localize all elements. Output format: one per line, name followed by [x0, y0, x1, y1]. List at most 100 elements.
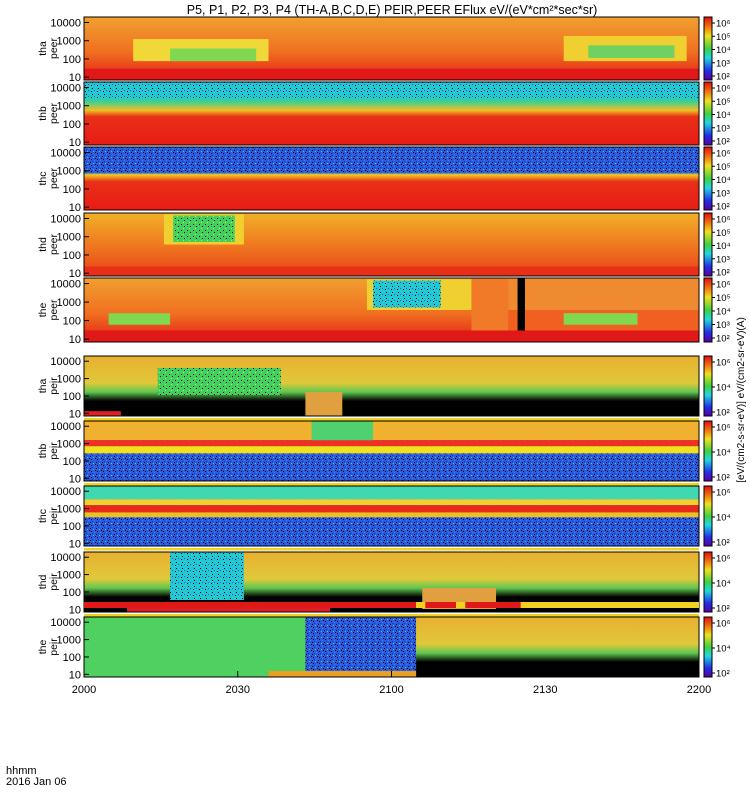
panel-label-bottom: peir: [48, 573, 60, 591]
spectrogram-region: [173, 215, 235, 242]
x-axis: 2000 2030 2100 2130 2200: [72, 671, 711, 696]
colorbar-tick-label: 10⁶: [716, 149, 731, 160]
y-tick-label: 10: [69, 538, 81, 550]
colorbar-tick-label: 10⁵: [716, 293, 731, 304]
spectrogram-region: [311, 421, 374, 441]
colorbar-tick-label: 10⁴: [716, 383, 731, 394]
colorbar: [703, 616, 713, 678]
y-tick-label: 10: [69, 604, 81, 616]
spectrogram-region: [84, 421, 699, 441]
y-tick-label: 1000: [57, 297, 81, 309]
colorbar-tick-label: 10²: [716, 473, 730, 484]
y-tick-label: 10: [69, 334, 81, 346]
spectrogram-region: [84, 446, 699, 454]
panel-label-top: thc: [37, 509, 49, 523]
panel-label-bottom: peir: [48, 507, 60, 525]
colorbar-tick-label: 10⁶: [716, 423, 731, 434]
panel-label-top: the: [37, 640, 49, 655]
colorbar-tick-label: 10⁴: [716, 175, 731, 186]
panel-label-top: thd: [37, 237, 49, 252]
y-tick-label: 100: [63, 316, 81, 328]
panel-label: thd peir: [37, 573, 60, 591]
panel-label: thb peer: [37, 102, 60, 124]
colorbar-tick-label: 10²: [716, 408, 730, 419]
panel-label-top: thd: [37, 575, 49, 590]
status-strip: [84, 418, 699, 421]
colorbar-tick-label: 10⁴: [716, 45, 731, 56]
status-strip: [84, 548, 699, 551]
panel-frame: [83, 81, 700, 146]
colorbar-tick-label: 10²: [716, 72, 730, 83]
colorbar-tick-label: 10⁴: [716, 241, 731, 252]
colorbar-tick-label: 10³: [716, 320, 730, 331]
spectrogram-region: [84, 411, 121, 416]
colorbar-tick-label: 10²: [716, 538, 730, 549]
spectrogram-region: [84, 512, 699, 518]
status-strip: [84, 345, 699, 353]
y-tick-label: 100: [63, 119, 81, 131]
status-strip: [84, 602, 417, 608]
colorbar-tick-label: 10⁴: [716, 307, 731, 318]
y-tick-label: 10000: [50, 617, 81, 629]
panel-frame: [83, 146, 700, 211]
y-tick-label: 10: [69, 669, 81, 681]
spectrogram-region: [84, 499, 699, 506]
status-strip: [425, 602, 457, 608]
spectrogram-region: [84, 505, 699, 513]
status-strip: [465, 602, 521, 608]
colorbar-tick-label: 10⁶: [716, 19, 731, 30]
status-strip: [456, 602, 466, 608]
y-tick-label: 100: [63, 652, 81, 664]
y-tick-label: 10000: [50, 82, 81, 94]
colorbar: [703, 420, 713, 482]
colorbar-tick-label: 10³: [716, 188, 730, 199]
panel-frame: [83, 551, 700, 613]
colorbar: [703, 355, 713, 417]
colorbar-tick-label: 10⁶: [716, 619, 731, 630]
y-tick-label: 100: [63, 456, 81, 468]
y-tick-label: 10: [69, 268, 81, 280]
panel-label-bottom: peer: [48, 167, 60, 189]
colorbar-tick-label: 10⁴: [716, 644, 731, 655]
y-tick-label: 100: [63, 587, 81, 599]
y-tick-label: 100: [63, 521, 81, 533]
panel-label: thb peir: [37, 442, 60, 460]
spectrogram-region: [373, 280, 441, 308]
status-strip: [84, 614, 699, 617]
spectrogram-region: [84, 266, 699, 276]
colorbar-tick-label: 10³: [716, 254, 730, 265]
y-tick-label: 10: [69, 408, 81, 420]
y-tick-label: 10000: [50, 356, 81, 368]
y-tick-label: 10: [69, 72, 81, 84]
panel-frame: [83, 212, 700, 277]
y-tick-label: 1000: [57, 36, 81, 48]
panel-label-bottom: peer: [48, 102, 60, 124]
colorbar-tick-label: 10⁵: [716, 97, 731, 108]
colorbars-group: 10⁶10⁵10⁴10³10²10⁶10⁵10⁴10³10²10⁶10⁵10⁴1…: [703, 16, 731, 680]
x-tick-label: 2100: [379, 684, 403, 696]
y-tick-label: 1000: [57, 570, 81, 582]
spectrogram-region: [508, 278, 699, 310]
colorbar-tick-label: 10³: [716, 123, 730, 134]
colorbar: [703, 485, 713, 547]
colorbar-tick-label: 10⁶: [716, 280, 731, 291]
panel-label: the peer: [37, 299, 60, 321]
colorbar-tick-label: 10⁴: [716, 579, 731, 590]
y-tick-label: 10: [69, 202, 81, 214]
colorbar-tick-label: 10²: [716, 137, 730, 148]
spectrogram-region: [84, 486, 699, 500]
x-tick-label: 2030: [226, 684, 250, 696]
y-tick-label: 10: [69, 473, 81, 485]
spectrogram-region: [127, 606, 330, 612]
colorbar-tick-label: 10⁵: [716, 162, 731, 173]
spectrogram-region: [170, 48, 257, 62]
colorbar: [703, 551, 713, 613]
panel-label: tha peir: [37, 377, 60, 395]
y-tick-label: 1000: [57, 166, 81, 178]
panel-label-top: tha: [37, 41, 49, 56]
colorbar-tick-label: 10³: [716, 58, 730, 69]
spectrogram-region: [157, 368, 281, 395]
